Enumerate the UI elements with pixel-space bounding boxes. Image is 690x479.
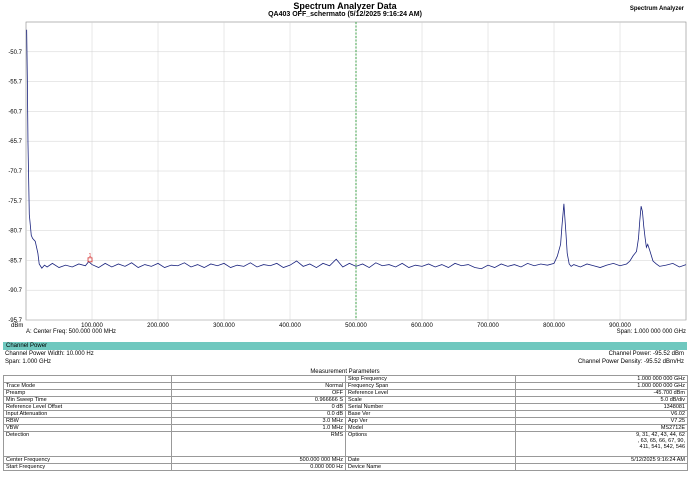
param-value: 0.966666 S <box>171 396 346 404</box>
param-value: 500.000 000 MHz <box>171 456 346 464</box>
param-name: Date <box>345 456 516 464</box>
param-name: Options <box>345 431 516 457</box>
spectrum-chart: -50.7 -55.7 -60.7 -65.7 -70.7 -75.7 -80.7 -85.7… <box>8 21 687 335</box>
param-name: Model <box>345 424 516 432</box>
x-tick-label: 100.000 <box>81 323 103 329</box>
table-row: RBW 3.0 MHz App Ver V7.25 <box>3 417 688 425</box>
y-tick-label: -95.7 <box>8 318 22 324</box>
table-row: Preamp OFF Reference Level -45.700 dBm <box>3 389 688 397</box>
y-tick-label: -65.7 <box>8 139 22 145</box>
brand-label: Spectrum Analyzer <box>629 6 684 12</box>
page-title: Spectrum Analyzer Data <box>293 1 397 11</box>
param-name: Input Attenuation <box>3 410 172 418</box>
channel-power-width: Channel Power Width: 10.000 Hz <box>5 351 94 357</box>
x-tick-label: 900.000 <box>609 323 631 329</box>
y-tick-label: -50.7 <box>8 50 22 56</box>
param-name: Reference Level <box>345 389 516 397</box>
param-name: Trace Mode <box>3 382 172 390</box>
x-tick-label: 800.000 <box>543 323 565 329</box>
param-value: V7.25 <box>515 417 688 425</box>
y-tick-label: -70.7 <box>8 169 22 175</box>
param-name: Serial Number <box>345 403 516 411</box>
param-value: 1348081 <box>515 403 688 411</box>
marker-1-box <box>87 257 93 263</box>
table-row: Start Frequency 0.000 000 Hz Device Name <box>3 463 688 471</box>
table-row: Min Sweep Time 0.966666 S Scale 5.0 dB/div <box>3 396 688 404</box>
param-value: Normal <box>171 382 346 390</box>
table-row: Stop Frequency 1.000 000 000 GHz <box>3 375 688 383</box>
param-value: 5/12/2025 9:16:24 AM <box>515 456 688 464</box>
param-value: RMS <box>171 431 346 457</box>
param-value <box>171 375 346 383</box>
param-value: 5.0 dB/div <box>515 396 688 404</box>
channel-power-header: Channel Power <box>3 342 687 350</box>
param-value: 0 dB <box>171 403 346 411</box>
y-tick-label: -90.7 <box>8 288 22 294</box>
x-tick-label: 300.000 <box>213 323 235 329</box>
span-label: Span: 1.000 000 000 GHz <box>617 329 686 335</box>
param-value: MS2712E <box>515 424 688 432</box>
table-row: Input Attenuation 0.0 dB Base Ver V6.02 <box>3 410 688 418</box>
param-value: 0.0 dB <box>171 410 346 418</box>
y-tick-label: -60.7 <box>8 109 22 115</box>
param-name: Preamp <box>3 389 172 397</box>
y-tick-label: -55.7 <box>8 80 22 86</box>
page-subtitle: QA403 OFF_schermato (5/12/2025 9:16:24 A… <box>268 11 422 18</box>
x-tick-label: 200.000 <box>147 323 169 329</box>
param-name: RBW <box>3 417 172 425</box>
param-value: 3.0 MHz <box>171 417 346 425</box>
param-name: App Ver <box>345 417 516 425</box>
param-name: Detection <box>3 431 172 457</box>
marker-1-label: 1 <box>89 253 92 259</box>
param-name: Center Frequency <box>3 456 172 464</box>
param-value: -45.700 dBm <box>515 389 688 397</box>
param-name: Stop Frequency <box>345 375 516 383</box>
y-unit-label: dBm <box>11 323 23 329</box>
x-tick-label: 600.000 <box>411 323 433 329</box>
param-name <box>3 375 172 383</box>
table-row: Trace Mode Normal Frequency Span 1.000 000 … <box>3 382 688 390</box>
center-freq-label: A: Center Freq: 500.000 000 MHz <box>26 329 116 335</box>
param-name: Start Frequency <box>3 463 172 471</box>
param-value: OFF <box>171 389 346 397</box>
table-row: VBW 1.0 MHz Model MS2712E <box>3 424 688 432</box>
channel-power-value: Channel Power: -95.52 dBm <box>608 351 684 357</box>
x-tick-label: 700.000 <box>477 323 499 329</box>
x-tick-label: 500.000 <box>345 323 367 329</box>
table-row: Center Frequency 500.000 000 MHz Date 5/12/… <box>3 456 688 464</box>
param-value: 1.0 MHz <box>171 424 346 432</box>
param-name: Frequency Span <box>345 382 516 390</box>
measurement-title: Measurement Parameters <box>310 369 380 375</box>
param-value: 0.000 000 Hz <box>171 463 346 471</box>
channel-power-density: Channel Power Density: -95.52 dBm/Hz <box>577 359 684 365</box>
param-value: 1.000 000 000 GHz <box>515 375 688 383</box>
param-name: Min Sweep Time <box>3 396 172 404</box>
param-name: Scale <box>345 396 516 404</box>
spectrum-trace-line <box>26 29 687 270</box>
param-value: 9, 31, 42, 43, 44, 62 , 63, 65, 66, 67, … <box>515 431 688 457</box>
param-name: VBW <box>3 424 172 432</box>
y-tick-label: -85.7 <box>8 258 22 264</box>
table-row: Detection RMS Options 9, 31, 42, 43, 44, 62… <box>3 431 688 457</box>
param-value: V6.02 <box>515 410 688 418</box>
y-tick-label: -75.7 <box>8 199 22 205</box>
param-value: 1.000 000 000 GHz <box>515 382 688 390</box>
y-tick-label: -80.7 <box>8 229 22 235</box>
measurement-table: Stop Frequency 1.000 000 000 GHz Trace Mod… <box>3 375 688 471</box>
param-name: Base Ver <box>345 410 516 418</box>
x-tick-label: 400.000 <box>279 323 301 329</box>
param-name: Device Name <box>345 463 516 471</box>
table-row: Reference Level Offset 0 dB Serial Number 1… <box>3 403 688 411</box>
param-name: Reference Level Offset <box>3 403 172 411</box>
channel-power-span: Span: 1.000 GHz <box>5 359 52 365</box>
param-value <box>515 463 688 471</box>
